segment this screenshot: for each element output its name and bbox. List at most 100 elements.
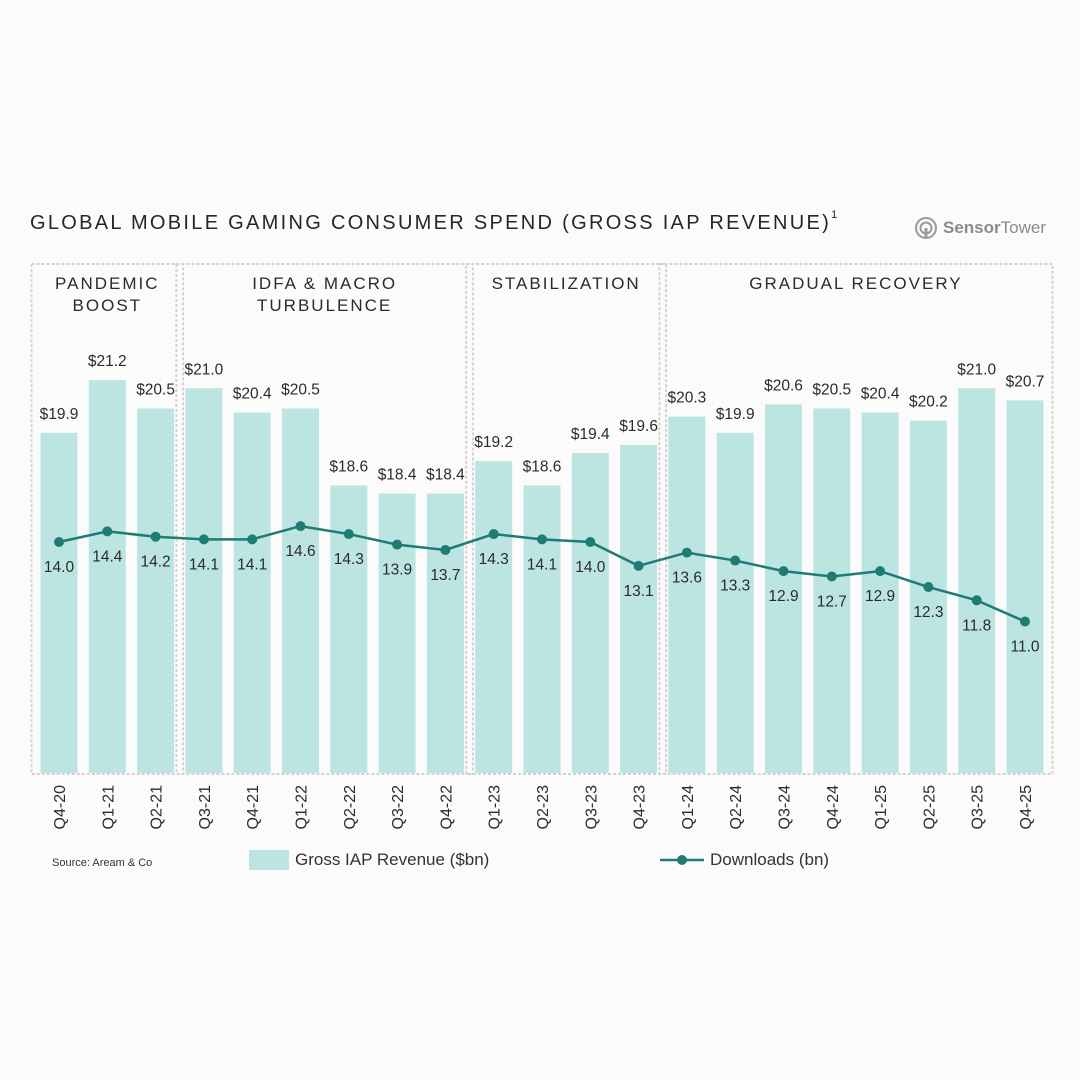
x-tick-label: Q3-23: [583, 785, 600, 830]
downloads-data-label: 14.0: [575, 559, 606, 576]
downloads-data-label: 11.0: [1010, 639, 1039, 656]
revenue-bar: [185, 388, 223, 773]
revenue-bar: [958, 388, 996, 773]
x-tick-label: Q1-21: [100, 785, 117, 830]
logo-text-tower: Tower: [1000, 218, 1046, 237]
revenue-data-label: $21.0: [957, 361, 996, 378]
downloads-point: [295, 521, 306, 532]
revenue-data-label: $21.0: [185, 361, 224, 378]
downloads-data-label: 14.3: [334, 551, 364, 568]
revenue-data-label: $20.4: [861, 386, 900, 403]
downloads-point: [392, 539, 403, 550]
revenue-data-label: $20.2: [909, 394, 948, 411]
revenue-bar: [861, 412, 899, 773]
revenue-bar: [40, 432, 78, 773]
revenue-bar: [233, 412, 271, 773]
source-note: Source: Aream & Co: [52, 857, 153, 869]
revenue-data-label: $19.9: [716, 406, 755, 423]
revenue-data-label: $20.5: [812, 382, 851, 399]
sensortower-logo: SensorTower: [914, 216, 1046, 240]
phase-panel: [175, 263, 474, 775]
downloads-point: [730, 555, 741, 566]
revenue-data-label: $20.5: [136, 382, 175, 399]
downloads-data-label: 14.1: [189, 556, 219, 573]
downloads-data-label: 13.9: [382, 562, 412, 579]
downloads-point: [488, 529, 499, 540]
revenue-bar: [378, 493, 416, 773]
revenue-data-label: $18.6: [523, 458, 562, 475]
downloads-point: [198, 534, 209, 545]
revenue-data-label: $20.5: [281, 382, 320, 399]
phase-title: STABILIZATION: [492, 274, 641, 293]
downloads-point: [875, 566, 886, 577]
x-tick-label: Q2-23: [535, 785, 552, 830]
downloads-data-label: 12.7: [817, 593, 847, 610]
downloads-point: [343, 529, 354, 540]
legend-swatch-bar: [249, 850, 289, 870]
downloads-point: [633, 560, 644, 571]
legend-swatch-line: [660, 855, 704, 865]
revenue-data-label: $18.4: [378, 467, 417, 484]
revenue-bar: [88, 380, 126, 773]
revenue-data-label: $20.7: [1006, 373, 1045, 390]
x-tick-label: Q4-24: [825, 785, 842, 830]
x-tick-label: Q4-25: [1018, 785, 1035, 830]
x-tick-label: Q1-25: [873, 785, 890, 830]
revenue-bar: [571, 453, 609, 773]
downloads-point: [1020, 616, 1030, 627]
downloads-data-label: 13.7: [430, 567, 460, 584]
x-tick-label: Q4-23: [632, 785, 649, 830]
x-tick-label: Q2-24: [728, 785, 745, 830]
downloads-point: [585, 537, 596, 547]
revenue-bar: [282, 408, 319, 773]
x-tick-label: Q1-22: [294, 785, 311, 830]
legend-item-revenue: Gross IAP Revenue ($bn): [249, 850, 489, 870]
x-tick-label: Q3-22: [390, 785, 407, 830]
revenue-data-label: $18.4: [426, 467, 465, 484]
downloads-point: [778, 566, 789, 577]
x-tick-label: Q1-23: [487, 785, 504, 830]
downloads-data-label: 13.6: [672, 570, 702, 587]
x-tick-label: Q2-25: [921, 785, 938, 830]
downloads-point: [971, 595, 982, 606]
sensortower-logo-icon: [915, 217, 937, 239]
downloads-point: [54, 537, 64, 547]
downloads-data-label: 13.3: [720, 578, 750, 595]
logo-text-sensor: Sensor: [943, 218, 1001, 237]
downloads-data-label: 11.8: [962, 617, 991, 634]
x-tick-label: Q4-20: [52, 785, 69, 830]
title-footnote-marker: 1: [831, 209, 838, 222]
phase-panel: [30, 263, 185, 775]
phase-title: IDFA & MACRO: [252, 274, 397, 293]
revenue-bar: [1006, 400, 1044, 773]
downloads-point: [102, 526, 113, 537]
phase-panel: [658, 263, 1054, 775]
downloads-data-label: 14.2: [141, 554, 171, 571]
downloads-point: [923, 582, 934, 593]
x-tick-label: Q4-21: [245, 785, 262, 830]
revenue-bar: [765, 404, 802, 773]
phase-title: PANDEMIC: [55, 274, 159, 293]
downloads-data-label: 12.9: [768, 588, 798, 605]
revenue-bar: [716, 432, 754, 773]
downloads-point: [681, 547, 692, 558]
revenue-data-label: $21.2: [88, 353, 127, 370]
chart-title: GLOBAL MOBILE GAMING CONSUMER SPEND (GRO…: [30, 209, 838, 234]
revenue-bar: [426, 493, 464, 773]
revenue-bar: [523, 485, 561, 773]
revenue-bar: [330, 485, 368, 773]
downloads-point: [247, 534, 258, 545]
revenue-data-label: $19.9: [40, 406, 79, 423]
downloads-data-label: 12.3: [913, 604, 943, 621]
downloads-point: [150, 531, 161, 542]
revenue-data-label: $19.2: [474, 434, 513, 451]
x-tick-label: Q3-24: [777, 785, 794, 830]
downloads-data-label: 12.9: [865, 588, 895, 605]
legend-label-downloads: Downloads (bn): [710, 850, 830, 869]
revenue-data-label: $20.3: [668, 390, 707, 407]
downloads-point: [826, 571, 837, 582]
revenue-bar: [668, 416, 706, 773]
x-tick-label: Q1-24: [680, 785, 697, 830]
